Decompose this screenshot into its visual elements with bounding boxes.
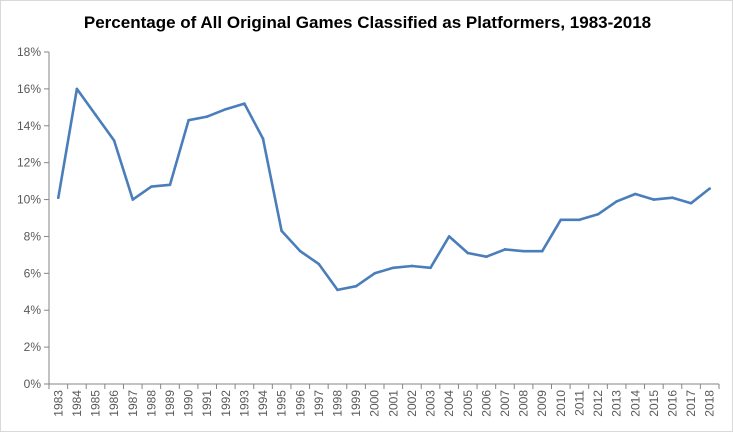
data-point	[298, 249, 302, 253]
x-tick-label: 1984	[70, 390, 84, 417]
data-point	[708, 187, 711, 190]
data-point	[187, 118, 190, 122]
x-tick-label: 1991	[200, 390, 214, 417]
x-tick-label: 1994	[256, 390, 270, 417]
x-tick-label: 2018	[703, 390, 717, 417]
x-tick-label: 2006	[479, 390, 493, 417]
y-tick-label: 0%	[24, 377, 42, 391]
x-tick-label: 2011	[572, 390, 586, 416]
x-tick-label: 2010	[554, 390, 568, 417]
x-tick-label: 2015	[647, 390, 661, 417]
y-tick-label: 16%	[17, 82, 41, 96]
data-point	[57, 196, 60, 200]
data-point	[94, 113, 97, 117]
x-tick-label: 1993	[237, 390, 251, 417]
data-point	[466, 251, 470, 255]
data-point	[671, 196, 674, 200]
x-tick-label: 2016	[665, 390, 679, 417]
data-point	[75, 87, 79, 91]
x-tick-label: 2002	[405, 390, 419, 417]
data-point	[224, 107, 228, 111]
x-tick-label: 1989	[163, 390, 177, 417]
data-point	[559, 218, 563, 222]
x-tick-label: 1992	[219, 390, 233, 417]
data-point	[578, 218, 581, 222]
x-tick-label: 1985	[89, 390, 103, 417]
data-point	[522, 249, 525, 253]
data-point	[410, 264, 414, 268]
y-tick-label: 4%	[24, 303, 42, 317]
x-tick-label: 2014	[628, 390, 642, 417]
x-tick-label: 2008	[517, 390, 531, 417]
data-point	[336, 288, 339, 292]
x-tick-label: 2000	[368, 390, 382, 417]
data-point	[633, 192, 637, 196]
x-tick-label: 2003	[424, 390, 438, 417]
y-tick-label: 12%	[17, 156, 41, 170]
x-tick-label: 1986	[107, 390, 121, 417]
y-tick-label: 2%	[24, 340, 42, 354]
x-tick-label: 1987	[126, 390, 140, 417]
x-tick-label: 1997	[312, 390, 326, 417]
y-tick-label: 6%	[24, 266, 42, 280]
data-point	[280, 229, 283, 233]
x-tick-label: 1990	[182, 390, 196, 417]
data-point	[540, 249, 544, 253]
data-point	[261, 137, 265, 140]
data-point	[429, 266, 432, 270]
x-tick-label: 2013	[610, 390, 624, 417]
x-tick-label: 2007	[498, 390, 512, 417]
x-tick-label: 2001	[386, 390, 400, 417]
data-point	[205, 115, 209, 118]
data-point	[150, 185, 153, 188]
y-tick-label: 8%	[24, 229, 42, 243]
data-point	[652, 198, 656, 201]
x-tick-label: 2004	[442, 390, 456, 417]
x-tick-label: 2009	[535, 390, 549, 417]
data-point	[596, 213, 600, 216]
y-tick-label: 10%	[17, 193, 41, 207]
x-tick-label: 1999	[349, 390, 363, 417]
x-tick-label: 1988	[144, 390, 158, 417]
data-point	[243, 102, 246, 105]
data-point	[689, 201, 693, 205]
x-tick-label: 2017	[684, 390, 698, 417]
data-point	[503, 248, 507, 251]
x-tick-label: 1983	[51, 390, 65, 417]
data-point	[168, 183, 172, 187]
series-line-platformers	[57, 87, 711, 292]
x-tick-label: 2012	[591, 390, 605, 417]
x-tick-label: 1995	[275, 390, 289, 417]
x-tick-label: 2005	[461, 390, 475, 417]
data-point	[485, 255, 488, 259]
y-tick-label: 14%	[17, 119, 41, 133]
data-point	[317, 262, 321, 266]
y-tick-label: 18%	[17, 45, 41, 59]
data-point	[112, 139, 116, 142]
data-point	[373, 272, 376, 275]
data-point	[615, 200, 618, 203]
data-point	[131, 198, 135, 201]
data-point	[392, 266, 395, 270]
x-tick-label: 1996	[293, 390, 307, 417]
chart-title: Percentage of All Original Games Classif…	[83, 13, 652, 32]
x-tick-label: 1998	[330, 390, 344, 417]
data-point	[447, 235, 451, 238]
data-point	[354, 284, 358, 288]
